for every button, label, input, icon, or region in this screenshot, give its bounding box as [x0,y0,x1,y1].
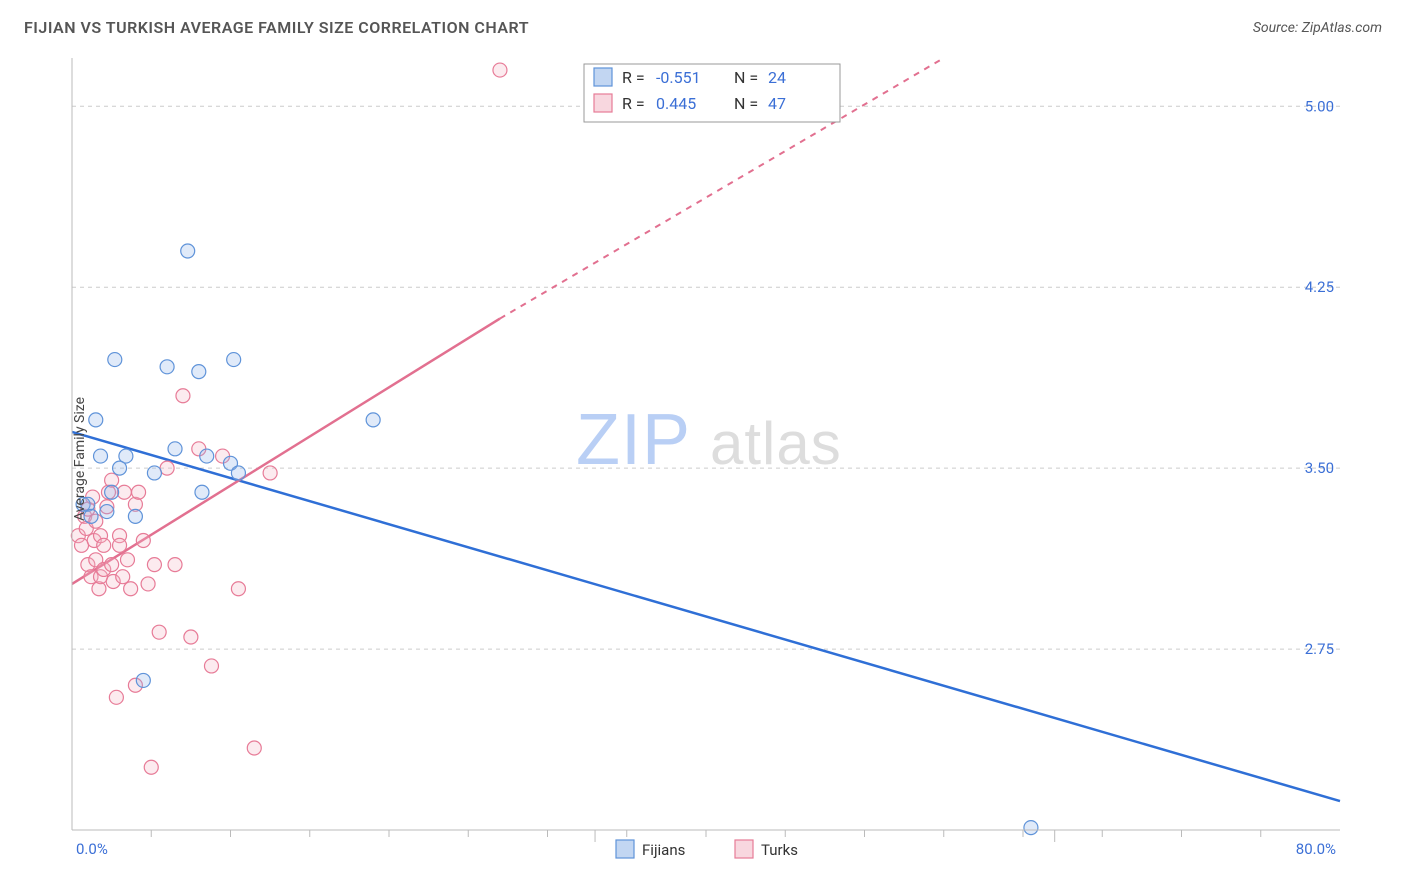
scatter-chart: 2.75 3.50 4.25 5.00 ZIP atlas 0.0% 80.0% R = -0.5… [24,50,1382,868]
chart-header: FIJIAN VS TURKISH AVERAGE FAMILY SIZE CO… [0,0,1406,49]
data-point [117,485,131,499]
data-point [168,558,182,572]
legend-series-label: Fijians [642,841,685,859]
legend-swatch [594,68,612,86]
data-point [160,360,174,374]
data-point [100,505,114,519]
data-point [75,538,89,552]
data-point [97,538,111,552]
data-point [120,553,134,567]
data-point [144,760,158,774]
chart-title: FIJIAN VS TURKISH AVERAGE FAMILY SIZE CO… [24,18,529,37]
data-point [105,558,119,572]
chart-source: Source: ZipAtlas.com [1253,20,1382,36]
data-point [204,659,218,673]
data-point [366,413,380,427]
data-point [168,442,182,456]
watermark-zip: ZIP [576,400,691,480]
legend-swatch [616,840,634,858]
legend-n-label: N = [734,68,758,87]
legend-r-label: R = [622,94,645,113]
y-tick-label: 3.50 [1305,459,1334,477]
data-point [109,690,123,704]
legend-n-label: N = [734,94,758,113]
chart-container: Average Family Size 2.75 3.50 4.25 5.00 ZIP a… [24,50,1382,868]
legend-r-label: R = [622,68,645,87]
x-tick-label: 80.0% [1296,840,1336,858]
data-point [94,449,108,463]
legend-swatch [594,94,612,112]
legend-n-value: 24 [768,68,786,87]
data-point [493,63,507,77]
data-point [147,466,161,480]
data-point [132,485,146,499]
data-point [136,534,150,548]
data-point [200,449,214,463]
data-point [105,485,119,499]
watermark-atlas: atlas [710,410,842,477]
data-point [136,673,150,687]
data-point [184,630,198,644]
data-point [160,461,174,475]
data-point [1024,821,1038,835]
data-point [181,244,195,258]
legend-swatch [735,840,753,858]
legend-series-label: Turks [761,841,798,859]
data-point [195,485,209,499]
data-point [89,413,103,427]
y-tick-label: 2.75 [1305,640,1334,658]
data-point [152,625,166,639]
data-point [263,466,277,480]
trend-line [72,432,1340,801]
data-point [119,449,133,463]
x-tick-label: 0.0% [76,840,108,858]
data-point [192,365,206,379]
data-point [113,538,127,552]
data-point [176,389,190,403]
y-tick-label: 5.00 [1305,97,1334,115]
data-point [147,558,161,572]
data-point [124,582,138,596]
data-point [231,466,245,480]
legend-r-value: 0.445 [656,94,696,113]
legend-r-value: -0.551 [656,68,701,87]
data-point [247,741,261,755]
data-point [108,353,122,367]
y-tick-label: 4.25 [1305,278,1334,296]
data-point [141,577,155,591]
legend-n-value: 47 [768,94,786,113]
data-point [128,509,142,523]
data-point [116,570,130,584]
y-axis-label: Average Family Size [72,397,88,521]
data-point [231,582,245,596]
data-point [227,353,241,367]
